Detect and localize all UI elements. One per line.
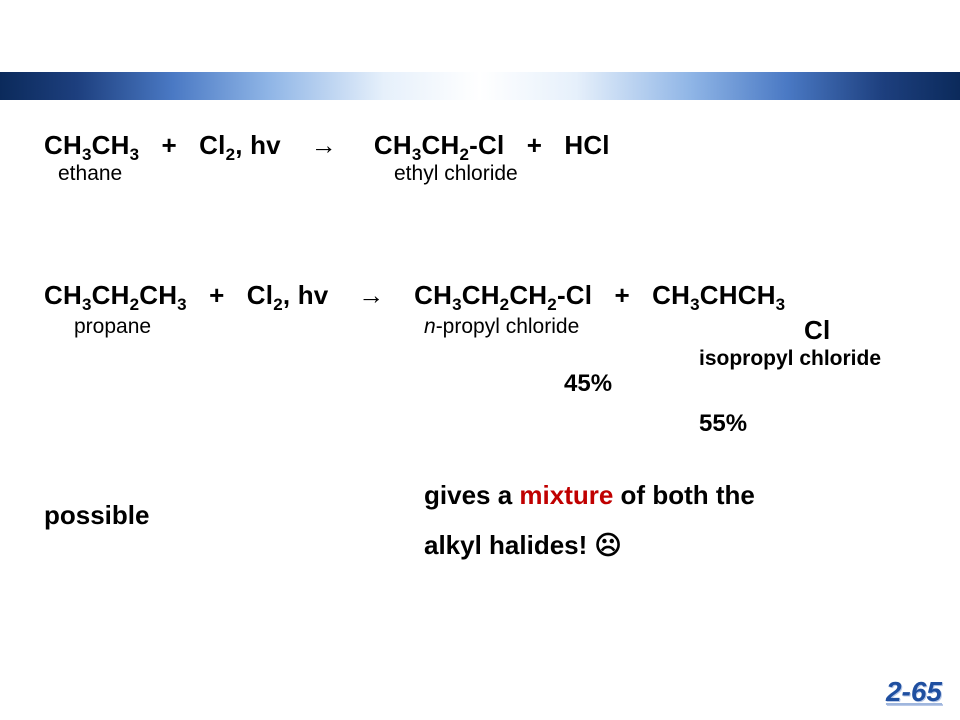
rxn1-product1-name: ethyl chloride — [394, 162, 518, 186]
arrow-icon: → — [311, 130, 337, 160]
rxn2-reagent: Cl2, hv — [247, 280, 329, 310]
rxn2-pct1: 45% — [564, 370, 612, 398]
note-line1: gives a mixture of both the — [424, 480, 755, 511]
slide-number: 2-65 — [886, 676, 942, 708]
rxn2-product2-line1: CH3CHCH3 — [652, 280, 785, 310]
rxn1-product1: CH3CH2-Cl — [374, 130, 504, 160]
rxn1-reactant-name: ethane — [58, 162, 122, 186]
rxn2-reactant-name: propane — [74, 315, 151, 339]
decorative-top-bar — [0, 72, 960, 100]
rxn2-product1-name: n-propyl chloride — [424, 315, 579, 339]
frown-icon: ☹ — [595, 530, 622, 560]
rxn2-reactant: CH3CH2CH3 — [44, 280, 187, 310]
rxn2-product2-name: isopropyl chloride — [699, 347, 881, 371]
note-line1-pre: gives a — [424, 480, 519, 510]
rxn1-product2: HCl — [564, 130, 609, 160]
rxn1-reactant: CH3CH3 — [44, 130, 139, 160]
rxn1-formula-line: CH3CH3 + Cl2, hv → CH3CH2-Cl + HCl — [44, 130, 610, 161]
rxn2-product1: CH3CH2CH2-Cl — [414, 280, 592, 310]
rxn2-product2-line2: Cl — [804, 315, 830, 346]
note-line1-post: of both the — [613, 480, 755, 510]
note-line1-highlight: mixture — [519, 480, 613, 510]
note-line2-text: alkyl halides! — [424, 530, 595, 560]
rxn1-reagent: Cl2, hv — [199, 130, 281, 160]
note-possible: possible — [44, 500, 149, 531]
note-line2: alkyl halides! ☹ — [424, 530, 622, 561]
arrow-icon: → — [358, 280, 384, 310]
rxn2-pct2: 55% — [699, 410, 747, 438]
slide: CH3CH3 + Cl2, hv → CH3CH2-Cl + HCl ethan… — [0, 0, 960, 720]
rxn2-formula-line: CH3CH2CH3 + Cl2, hv → CH3CH2CH2-Cl + CH3… — [44, 280, 785, 311]
